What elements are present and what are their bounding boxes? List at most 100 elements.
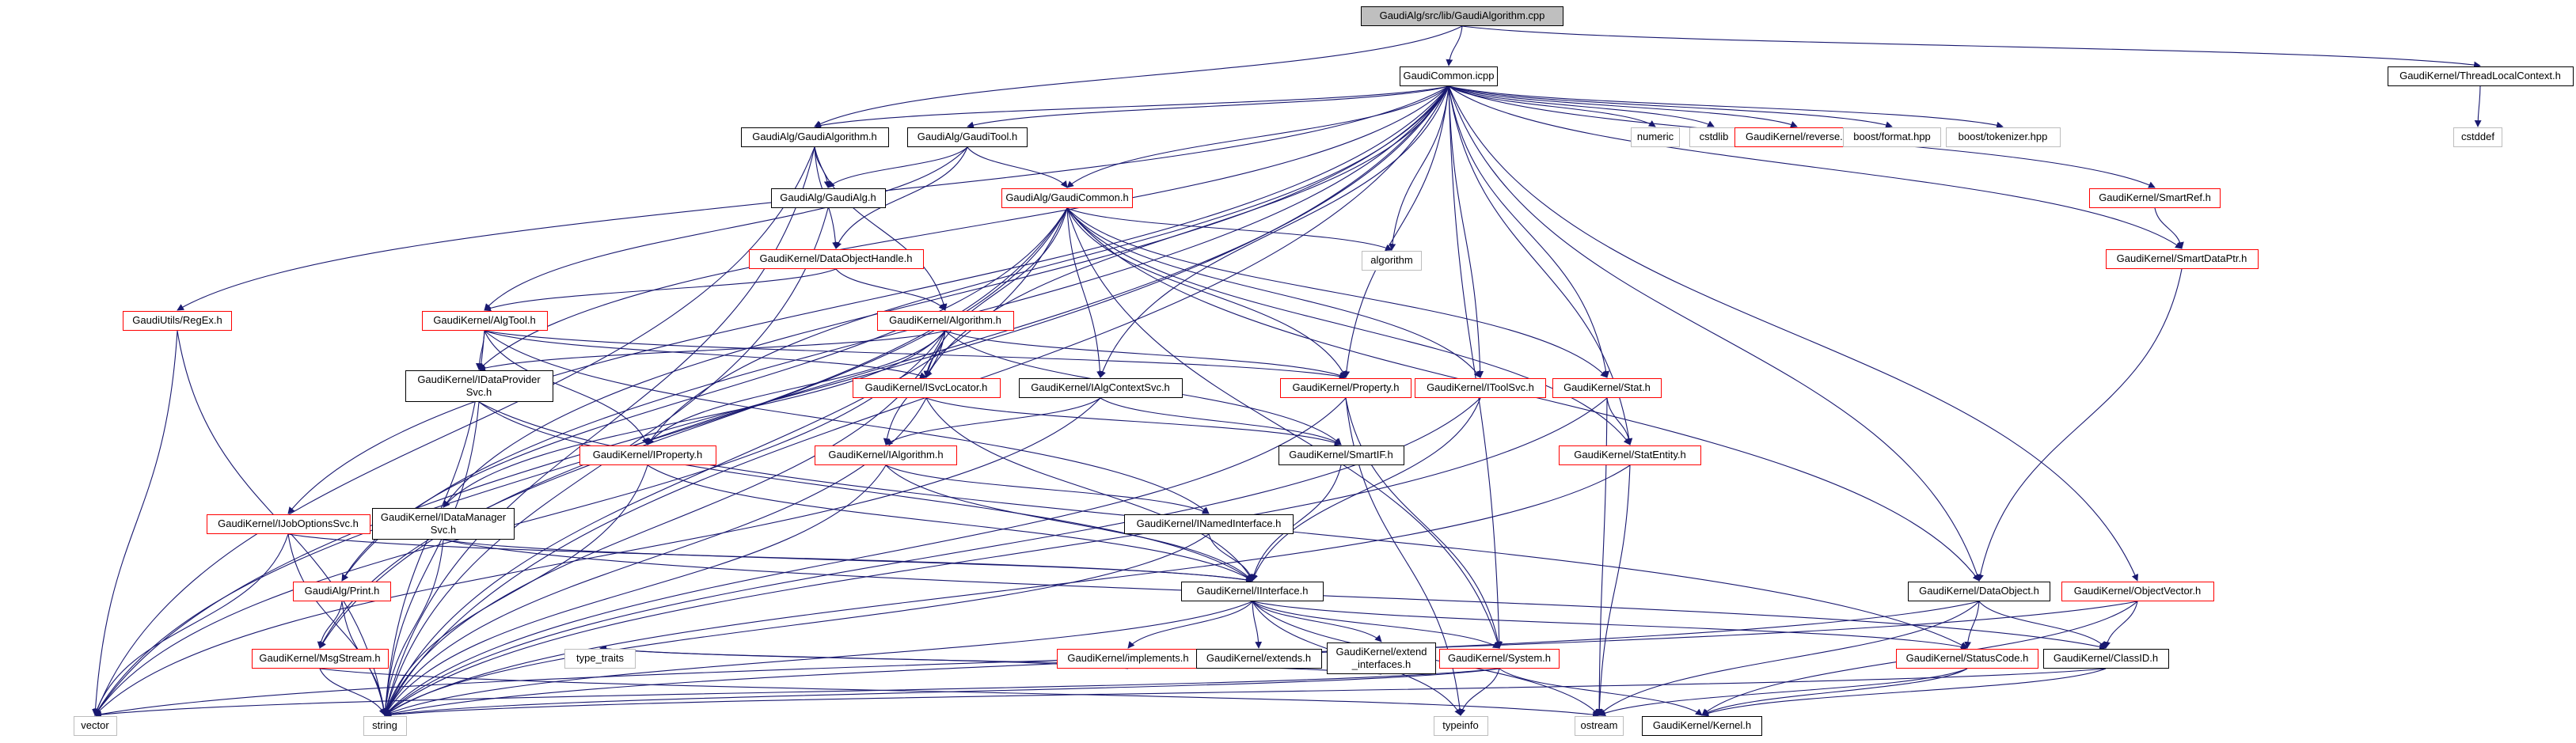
graph-node-inamed[interactable]: GaudiKernel/INamedInterface.h	[1124, 514, 1294, 534]
edge-icpp-dataobject	[1448, 85, 1981, 582]
graph-node-system[interactable]: GaudiKernel/System.h	[1439, 649, 1560, 669]
graph-node-cstdlib: cstdlib	[1689, 127, 1738, 147]
edge-smartif-iinterface	[1250, 464, 1342, 582]
edge-icpp-idatamanager	[443, 85, 1449, 508]
edge-iproperty-iinterface	[647, 464, 1253, 582]
graph-node-smartif[interactable]: GaudiKernel/SmartIF.h	[1278, 445, 1404, 465]
graph-node-smartref[interactable]: GaudiKernel/SmartRef.h	[2089, 188, 2221, 208]
graph-node-galgh[interactable]: GaudiAlg/GaudiAlgorithm.h	[740, 127, 889, 147]
graph-node-statuscode[interactable]: GaudiKernel/StatusCode.h	[1896, 649, 2038, 669]
edge-inamed-string	[384, 533, 1210, 716]
graph-node-algorithmh[interactable]: GaudiKernel/Algorithm.h	[876, 311, 1014, 331]
edge-idataprovider-string	[382, 401, 480, 716]
edge-iinterface-implements	[1127, 601, 1253, 649]
graph-node-reverse[interactable]: GaudiKernel/reverse.h	[1734, 127, 1860, 147]
edge-icpp-iproperty	[647, 85, 1449, 445]
edge-iinterface-extendif	[1252, 601, 1382, 643]
graph-node-bformat: boost/format.hpp	[1843, 127, 1941, 147]
edge-cpp-threadlocal	[1461, 25, 2481, 69]
graph-node-iinterface[interactable]: GaudiKernel/IInterface.h	[1181, 582, 1324, 601]
edge-ijoboptions-string	[287, 533, 388, 716]
graph-node-objectvector[interactable]: GaudiKernel/ObjectVector.h	[2061, 582, 2214, 601]
graph-node-typeinfo: typeinfo	[1433, 716, 1488, 736]
graph-node-idataprovider[interactable]: GaudiKernel/IDataProvider Svc.h	[405, 370, 553, 402]
graph-node-isvclocator[interactable]: GaudiKernel/ISvcLocator.h	[852, 378, 1001, 398]
edge-iinterface-extends	[1252, 601, 1263, 649]
edge-ialgorithm-iinterface	[885, 464, 1253, 582]
graph-node-galg[interactable]: GaudiAlg/GaudiAlg.h	[770, 188, 886, 208]
edge-algorithmh-iproperty	[647, 330, 946, 445]
graph-node-kernel[interactable]: GaudiKernel/Kernel.h	[1642, 716, 1762, 736]
edge-icpp-stat	[1448, 85, 1610, 378]
edge-dataobject-statuscode	[1964, 601, 1980, 649]
edge-isvclocator-iinterface	[925, 397, 1253, 582]
graph-node-extendif[interactable]: GaudiKernel/extend _interfaces.h	[1327, 643, 1436, 674]
edge-print-msgstream	[317, 601, 343, 649]
edge-gtoolh-dohandle	[834, 146, 968, 249]
edge-gtoolh-galg	[827, 146, 968, 188]
graph-node-statentity[interactable]: GaudiKernel/StatEntity.h	[1559, 445, 1701, 465]
edge-gtoolh-algtool	[484, 146, 968, 311]
graph-node-msgstream[interactable]: GaudiKernel/MsgStream.h	[251, 649, 389, 669]
graph-node-cpp: GaudiAlg/src/lib/GaudiAlgorithm.cpp	[1361, 6, 1563, 26]
graph-node-extends[interactable]: GaudiKernel/extends.h	[1195, 649, 1322, 669]
graph-node-property[interactable]: GaudiKernel/Property.h	[1280, 378, 1411, 398]
edge-dataobject-classid	[1978, 601, 2107, 649]
edge-icpp-objectvector	[1448, 85, 2138, 582]
graph-node-dohandle[interactable]: GaudiKernel/DataObjectHandle.h	[748, 249, 924, 269]
edge-icpp-smartdataptr	[1448, 85, 2183, 249]
edge-iinterface-string	[384, 601, 1253, 716]
graph-node-print[interactable]: GaudiAlg/Print.h	[293, 582, 391, 601]
graph-node-ijoboptions[interactable]: GaudiKernel/IJobOptionsSvc.h	[206, 514, 370, 534]
graph-node-string: string	[363, 716, 407, 736]
graph-node-ialgcontext[interactable]: GaudiKernel/IAlgContextSvc.h	[1018, 378, 1183, 398]
graph-node-threadlocal[interactable]: GaudiKernel/ThreadLocalContext.h	[2387, 66, 2574, 86]
edge-galgh-algorithmh	[814, 146, 948, 311]
edge-ialgcontext-ialgorithm	[885, 397, 1101, 445]
edge-ialgcontext-vector	[94, 397, 1101, 716]
edge-ialgorithm-string	[384, 464, 887, 716]
edge-icpp-property	[1343, 85, 1449, 378]
edge-gtoolh-gcommon	[967, 146, 1068, 188]
graph-node-algtool[interactable]: GaudiKernel/AlgTool.h	[421, 311, 548, 331]
graph-node-smartdataptr[interactable]: GaudiKernel/SmartDataPtr.h	[2105, 249, 2259, 269]
edge-gcommon-statentity	[1066, 207, 1631, 445]
graph-node-implements[interactable]: GaudiKernel/implements.h	[1057, 649, 1199, 669]
edge-icpp-algorithm	[1389, 85, 1449, 251]
edge-extendif-typetraits	[599, 645, 1382, 675]
graph-node-gcommon[interactable]: GaudiAlg/GaudiCommon.h	[1001, 188, 1133, 208]
graph-node-icpp[interactable]: GaudiCommon.icpp	[1400, 66, 1498, 86]
graph-node-algorithm: algorithm	[1362, 251, 1422, 271]
edge-icpp-galgh	[814, 85, 1449, 129]
edge-icpp-gcommon	[1066, 85, 1449, 188]
edge-icpp-gtoolh	[967, 85, 1449, 129]
edge-algorithmh-idatamanager	[443, 330, 946, 508]
edge-ijoboptions-iinterface	[287, 533, 1253, 584]
edge-statuscode-ostream	[1598, 668, 1968, 716]
edge-icpp-idataprovider	[478, 85, 1449, 370]
edge-ijoboptions-vector	[93, 533, 289, 716]
edge-smartref-smartdataptr	[2154, 207, 2184, 249]
graph-node-idatamanager[interactable]: GaudiKernel/IDataManager Svc.h	[372, 508, 515, 540]
graph-node-iproperty[interactable]: GaudiKernel/IProperty.h	[579, 445, 716, 465]
edge-icpp-ijoboptions	[287, 85, 1449, 514]
edge-regex-vector	[92, 330, 178, 716]
edge-statentity-string	[384, 464, 1631, 716]
edge-stat-statentity	[1606, 397, 1633, 445]
graph-node-dataobject[interactable]: GaudiKernel/DataObject.h	[1908, 582, 2050, 601]
edge-dohandle-algtool	[484, 268, 837, 312]
edge-statuscode-kernel	[1701, 668, 1968, 716]
edge-icpp-btokenizer	[1448, 85, 2004, 129]
graph-node-itoolsvc[interactable]: GaudiKernel/IToolSvc.h	[1415, 378, 1546, 398]
edge-gcommon-stat	[1066, 207, 1608, 378]
edge-ialgorithm-inamed	[885, 464, 1210, 514]
edge-statentity-ostream	[1595, 464, 1631, 716]
edge-threadlocal-cstddef	[2474, 85, 2482, 127]
edge-classid-string	[384, 668, 2107, 718]
graph-node-ialgorithm[interactable]: GaudiKernel/IAlgorithm.h	[815, 445, 957, 465]
graph-node-regex[interactable]: GaudiUtils/RegEx.h	[123, 311, 232, 331]
graph-node-gtoolh[interactable]: GaudiAlg/GaudiTool.h	[907, 127, 1028, 147]
graph-node-classid[interactable]: GaudiKernel/ClassID.h	[2042, 649, 2169, 669]
edge-smartdataptr-dataobject	[1977, 268, 2183, 582]
graph-node-stat[interactable]: GaudiKernel/Stat.h	[1552, 378, 1662, 398]
